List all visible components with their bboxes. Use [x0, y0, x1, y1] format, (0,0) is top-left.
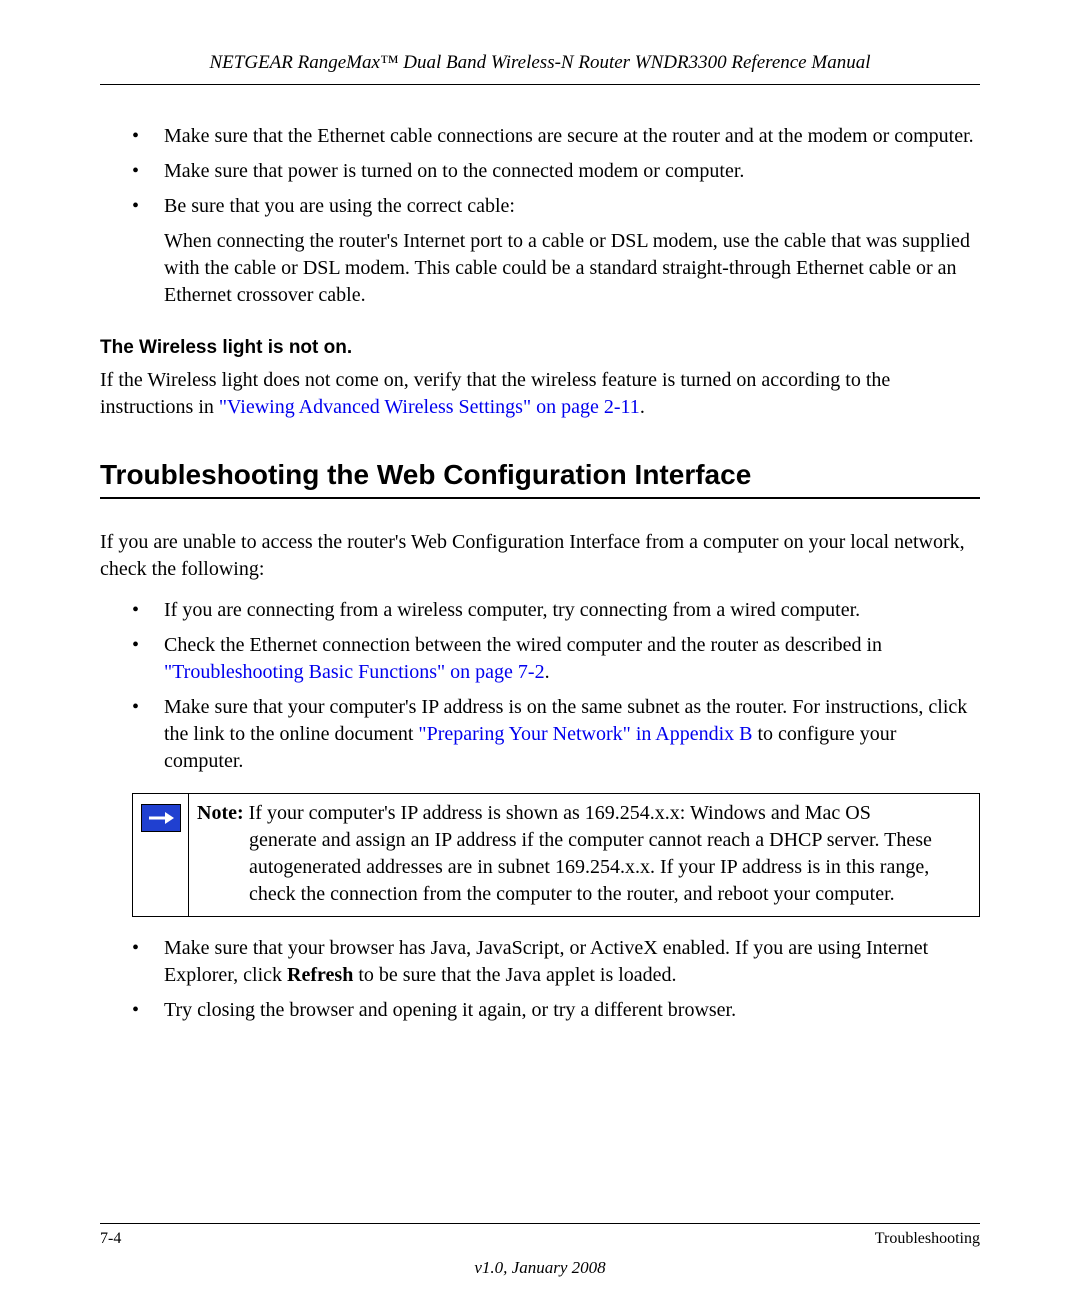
text: .: [545, 661, 550, 683]
section-title-troubleshooting: Troubleshooting the Web Configuration In…: [100, 459, 980, 499]
list-item: If you are connecting from a wireless co…: [132, 597, 980, 624]
text: .: [640, 396, 645, 418]
note-box: Note: If your computer's IP address is s…: [132, 793, 980, 917]
list-item: Try closing the browser and opening it a…: [132, 997, 980, 1024]
note-icon-cell: [133, 794, 189, 916]
link-basic-functions[interactable]: "Troubleshooting Basic Functions" on pag…: [164, 661, 545, 683]
link-appendix-b[interactable]: "Preparing Your Network" in Appendix B: [418, 723, 752, 745]
note-label: Note:: [197, 802, 249, 824]
footer-section-name: Troubleshooting: [875, 1230, 980, 1248]
page-header-title: NETGEAR RangeMax™ Dual Band Wireless-N R…: [100, 52, 980, 85]
arrow-right-icon: [141, 804, 181, 832]
wireless-paragraph: If the Wireless light does not come on, …: [100, 367, 980, 421]
note-text: Note: If your computer's IP address is s…: [189, 794, 979, 916]
troubleshoot-bullet-list: If you are connecting from a wireless co…: [100, 597, 980, 775]
list-item: Make sure that power is turned on to the…: [132, 158, 980, 185]
note-first-line: If your computer's IP address is shown a…: [249, 802, 871, 824]
list-item-text: Be sure that you are using the correct c…: [164, 195, 515, 217]
troubleshoot-bullet-list-2: Make sure that your browser has Java, Ja…: [100, 935, 980, 1024]
text: Check the Ethernet connection between th…: [164, 634, 882, 656]
text: to be sure that the Java applet is loade…: [353, 964, 676, 986]
top-bullet-list: Make sure that the Ethernet cable connec…: [100, 123, 980, 309]
troubleshoot-intro: If you are unable to access the router's…: [100, 529, 980, 583]
list-item: Make sure that the Ethernet cable connec…: [132, 123, 980, 150]
list-item-subpara: When connecting the router's Internet po…: [164, 228, 980, 309]
list-item: Make sure that your browser has Java, Ja…: [132, 935, 980, 989]
link-wireless-settings[interactable]: "Viewing Advanced Wireless Settings" on …: [219, 396, 640, 418]
list-item: Make sure that your computer's IP addres…: [132, 694, 980, 775]
bold-refresh: Refresh: [287, 964, 353, 986]
list-item: Check the Ethernet connection between th…: [132, 632, 980, 686]
subheading-wireless: The Wireless light is not on.: [100, 337, 980, 359]
footer-page-number: 7-4: [100, 1230, 121, 1248]
note-rest: generate and assign an IP address if the…: [197, 827, 971, 908]
footer-version: v1.0, January 2008: [0, 1258, 1080, 1278]
list-item: Be sure that you are using the correct c…: [132, 193, 980, 309]
page-footer: 7-4 Troubleshooting: [100, 1223, 980, 1248]
